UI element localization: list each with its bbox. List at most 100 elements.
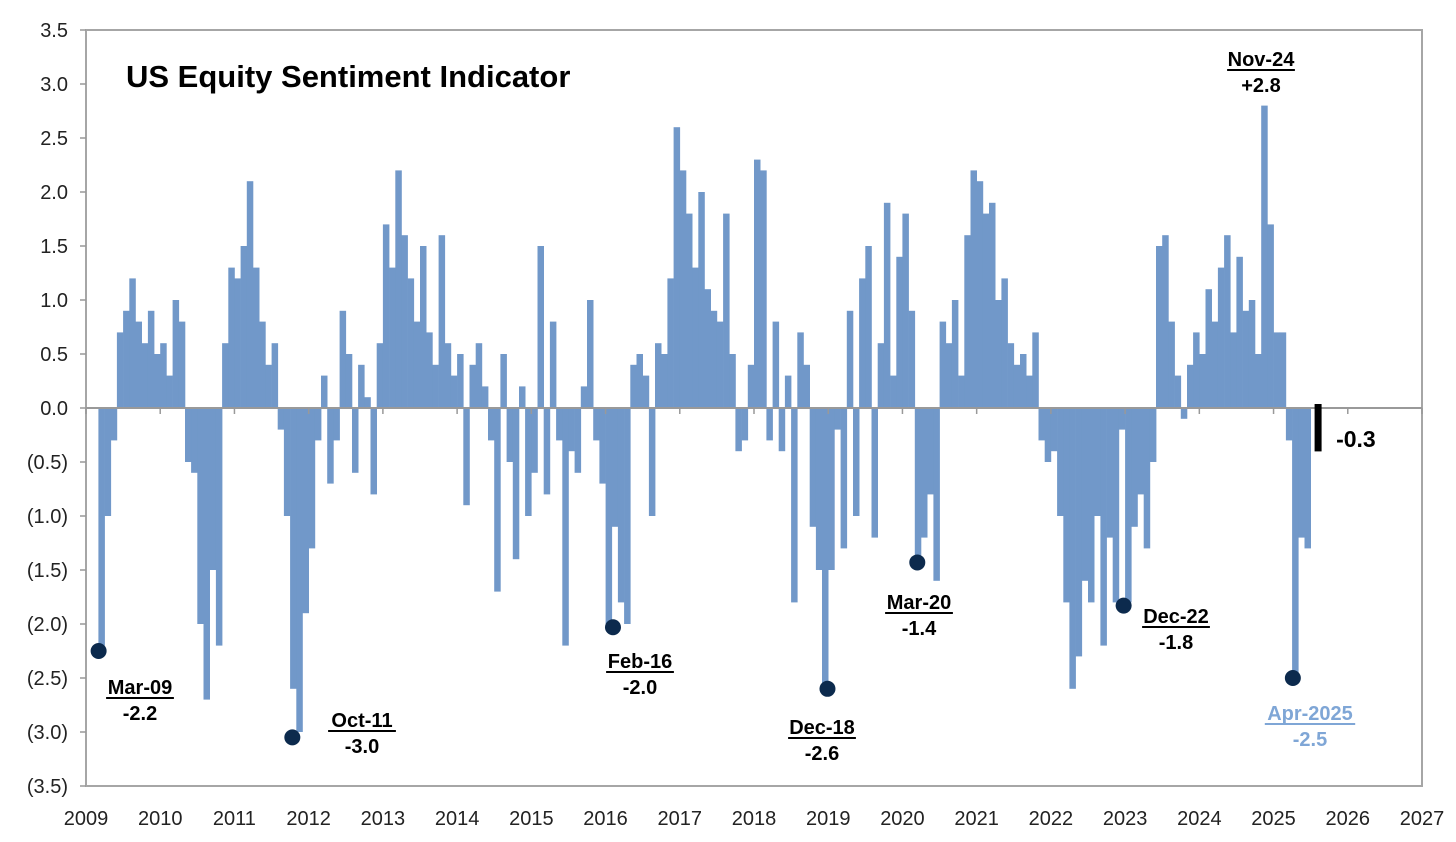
bar (661, 354, 668, 408)
bar (809, 408, 817, 527)
bar (1020, 354, 1027, 408)
y-tick-label: 1.5 (40, 236, 68, 258)
bar (883, 202, 891, 408)
bar (463, 408, 470, 506)
bar (686, 213, 693, 408)
y-tick-label: (3.5) (27, 776, 68, 798)
bar (1279, 332, 1287, 408)
bar (896, 256, 903, 408)
x-tick-label: 2019 (806, 808, 851, 830)
annotation-value: +2.8 (1241, 75, 1280, 97)
bar (1081, 408, 1089, 581)
bar (630, 364, 637, 408)
y-tick-label: (1.0) (27, 506, 68, 528)
bar (1217, 267, 1225, 408)
bar (432, 364, 439, 408)
bar (1285, 408, 1293, 441)
bar (1131, 408, 1138, 527)
x-tick-label: 2018 (732, 808, 777, 830)
bar (778, 408, 786, 452)
bar (945, 343, 953, 408)
bar (283, 408, 291, 516)
bar (1038, 408, 1045, 441)
x-tick-label: 2024 (1177, 808, 1222, 830)
bar (364, 397, 371, 408)
bar (580, 386, 588, 408)
x-tick-label: 2012 (286, 808, 331, 830)
bar (655, 343, 662, 408)
bar (840, 408, 848, 549)
current-value-bar (1314, 404, 1322, 452)
bar (234, 278, 241, 408)
bar (104, 408, 112, 516)
bar (1168, 321, 1175, 408)
bar (1211, 321, 1219, 408)
bar (525, 408, 532, 516)
bar (265, 364, 272, 408)
bar (1063, 408, 1070, 603)
bar (784, 375, 792, 408)
bar (240, 246, 248, 408)
bar (191, 408, 198, 473)
annotation-date: Nov-24 (1228, 49, 1296, 71)
bar (166, 375, 173, 408)
bar (710, 310, 718, 408)
x-tick-label: 2009 (64, 808, 109, 830)
y-tick-label: 0.5 (40, 344, 68, 366)
bar (531, 408, 538, 473)
y-tick-label: (3.0) (27, 722, 68, 744)
bar (426, 332, 433, 408)
y-tick-label: (2.5) (27, 668, 68, 690)
bar (982, 213, 990, 408)
bar (624, 408, 631, 624)
bar (729, 354, 736, 408)
y-tick-label: 3.5 (40, 20, 68, 42)
x-tick-label: 2017 (658, 808, 703, 830)
bar (438, 235, 446, 408)
bar (741, 408, 749, 441)
bar (989, 202, 996, 408)
bar (865, 246, 872, 408)
trough-marker (1284, 670, 1301, 686)
bar (1304, 408, 1311, 549)
bar (939, 321, 947, 408)
bar (401, 235, 408, 408)
bar (908, 310, 916, 408)
x-tick-label: 2020 (880, 808, 925, 830)
bar (222, 343, 229, 408)
bar (160, 343, 167, 408)
bar (395, 170, 402, 408)
annotation-value: -3.0 (345, 736, 379, 758)
bar (611, 408, 619, 527)
annotation-date: Dec-18 (789, 717, 855, 739)
bar (413, 321, 421, 408)
bar (927, 408, 934, 495)
bar (1112, 408, 1120, 603)
bar (327, 408, 334, 484)
bar (1193, 332, 1200, 408)
bar (1255, 354, 1262, 408)
x-tick-label: 2021 (954, 808, 999, 830)
bar (735, 408, 742, 452)
bar (723, 213, 730, 408)
bar (1075, 408, 1083, 657)
bar (1137, 408, 1144, 495)
bar (450, 375, 458, 408)
annotation-value: -2.0 (623, 677, 657, 699)
bar (642, 375, 650, 408)
annotation-value: -1.8 (1159, 632, 1193, 654)
bar (859, 278, 866, 408)
bar (822, 408, 829, 689)
trough-marker (909, 554, 926, 571)
bar (877, 343, 885, 408)
bar (1125, 408, 1132, 603)
annotation-date: Mar-09 (108, 677, 172, 699)
bar (667, 278, 674, 408)
bar (457, 354, 464, 408)
bar (1044, 408, 1052, 462)
bar (1242, 310, 1250, 408)
bar (519, 386, 526, 408)
y-tick-label: 2.0 (40, 182, 68, 204)
bar (815, 408, 823, 570)
